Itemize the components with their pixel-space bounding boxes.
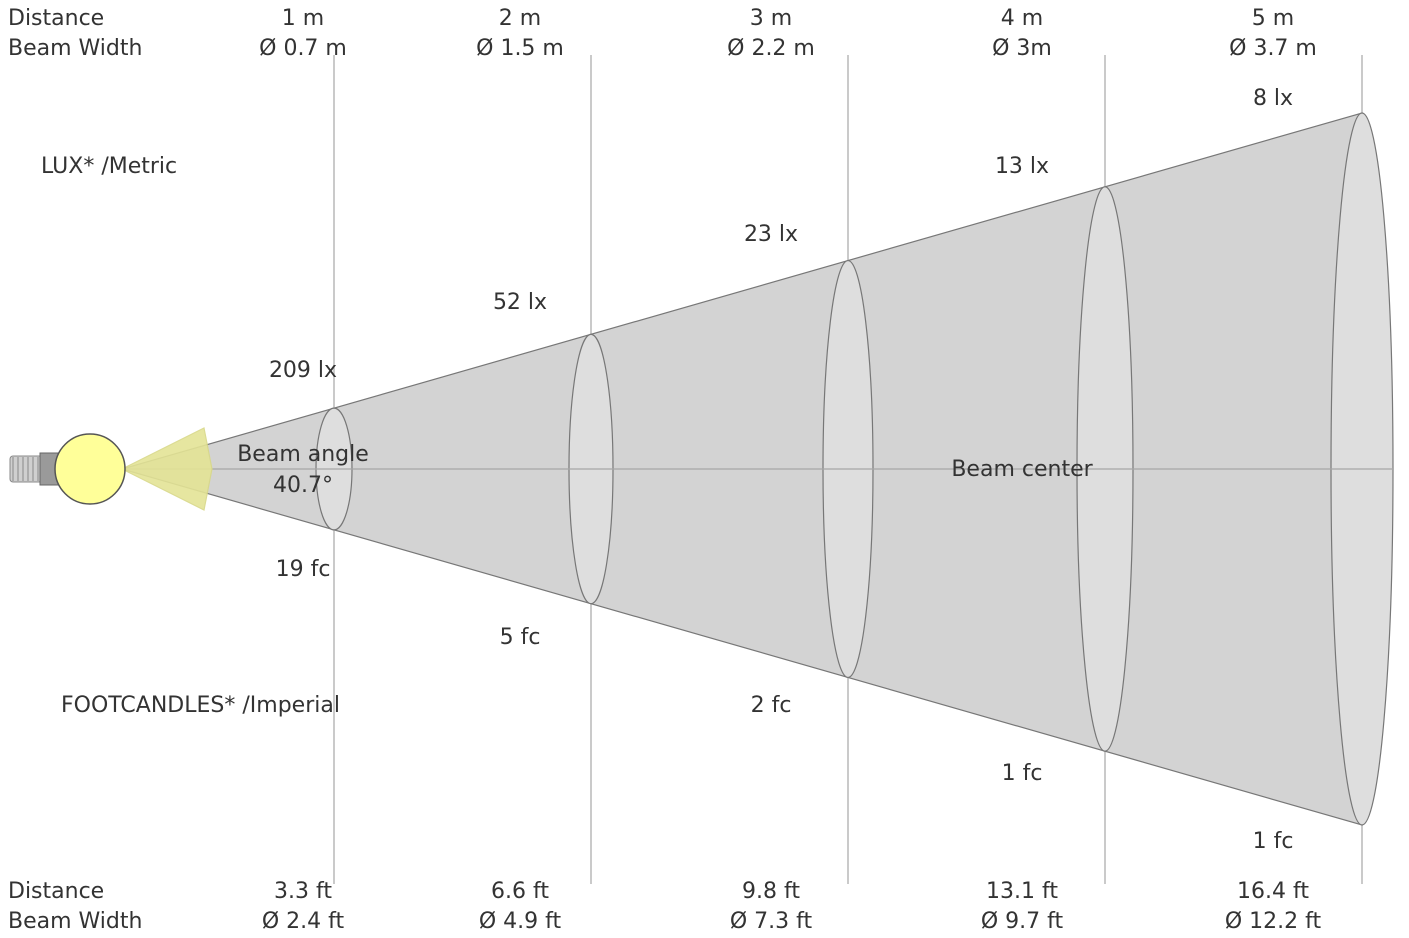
header-distance-5: 5 m: [1251, 6, 1295, 31]
footer-beam-width-label: Beam Width: [8, 909, 143, 934]
footer-distance-4: 13.1 ft: [986, 879, 1058, 904]
footer-beam-width-4: Ø 9.7 ft: [980, 909, 1064, 934]
bulb-base: [9, 452, 59, 486]
fc-value-5m: 1 fc: [1252, 829, 1294, 854]
beam-angle-value: 40.7°: [273, 473, 333, 498]
lux-value-3m: 23 lx: [743, 222, 799, 247]
beam-angle-wedge: [120, 427, 213, 511]
fc-value-4m: 1 fc: [1001, 761, 1043, 786]
lux-value-4m: 13 lx: [994, 154, 1050, 179]
header-distance-4: 4 m: [1000, 6, 1044, 31]
fc-value-3m: 2 fc: [750, 693, 792, 718]
footer-distance-1: 3.3 ft: [274, 879, 332, 904]
footer-distance-2: 6.6 ft: [491, 879, 549, 904]
header-beam-width-5: Ø 3.7 m: [1229, 36, 1317, 61]
bulb-screw: [9, 455, 43, 483]
footer-distance-label: Distance: [8, 879, 105, 904]
lux-value-2m: 52 lx: [492, 290, 548, 315]
header-distance-label: Distance: [8, 6, 105, 31]
lux-value-5m: 8 lx: [1252, 86, 1294, 111]
header-beam-width-3: Ø 2.2 m: [727, 36, 815, 61]
footer-beam-width-3: Ø 7.3 ft: [729, 909, 813, 934]
lux-value-1m: 209 lx: [268, 358, 338, 383]
footer-beam-width-5: Ø 12.2 ft: [1224, 909, 1322, 934]
header-distance-3: 3 m: [749, 6, 793, 31]
fc-value-1m: 19 fc: [275, 557, 331, 582]
beam-angle-label: Beam angle: [237, 442, 369, 467]
footer-beam-width-2: Ø 4.9 ft: [478, 909, 562, 934]
header-beam-width-label: Beam Width: [8, 36, 143, 61]
header-distance-2: 2 m: [498, 6, 542, 31]
fc-value-2m: 5 fc: [499, 625, 541, 650]
footer-distance-3: 9.8 ft: [742, 879, 800, 904]
header-distance-1: 1 m: [281, 6, 325, 31]
header-beam-width-1: Ø 0.7 m: [259, 36, 347, 61]
bulb-globe: [54, 433, 126, 505]
lux-metric-title: LUX* /Metric: [41, 154, 178, 179]
light-bulb-icon: [9, 433, 126, 505]
footcandles-imperial-title: FOOTCANDLES* /Imperial: [61, 693, 340, 718]
header-beam-width-4: Ø 3m: [992, 36, 1052, 61]
header-beam-width-2: Ø 1.5 m: [476, 36, 564, 61]
footer-distance-5: 16.4 ft: [1237, 879, 1309, 904]
footer-beam-width-1: Ø 2.4 ft: [261, 909, 345, 934]
beam-center-label: Beam center: [951, 457, 1093, 482]
